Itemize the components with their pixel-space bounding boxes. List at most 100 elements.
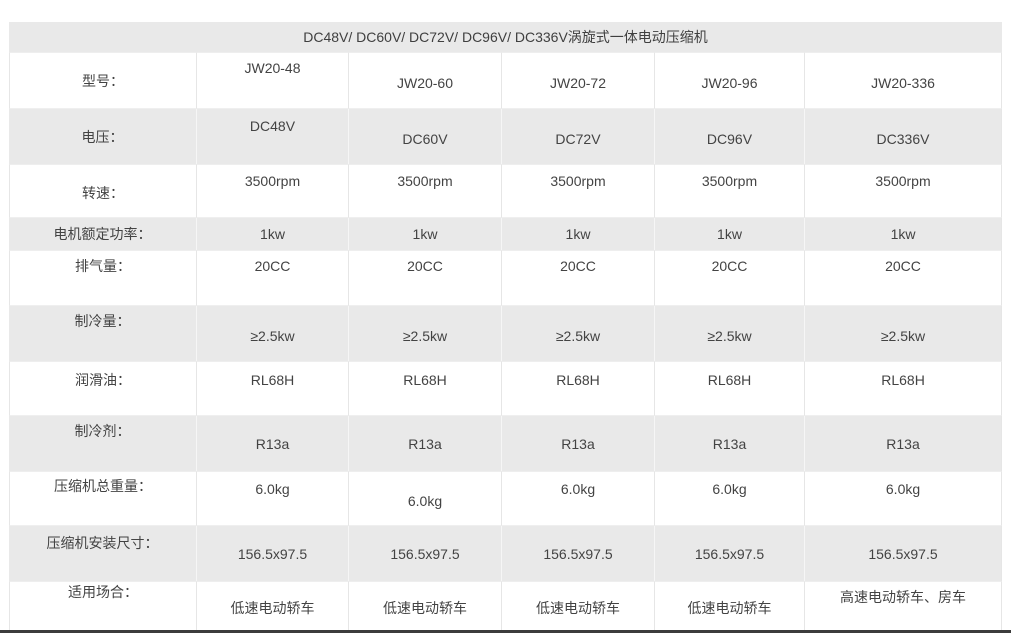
table-title-row: DC48V/ DC60V/ DC72V/ DC96V/ DC336V涡旋式一体电… <box>9 22 1003 52</box>
spec-value: R13a <box>886 435 920 452</box>
row-label: 型号： <box>82 72 124 89</box>
spec-value: ≥2.5kw <box>250 327 295 344</box>
spec-cell: 156.5x97.5 <box>655 526 805 581</box>
spec-cell: ≥2.5kw <box>349 306 502 361</box>
spec-cell: 低速电动轿车 <box>502 581 655 631</box>
row-label-cell: 转速： <box>9 164 197 218</box>
row-label-cell: 压缩机总重量： <box>9 471 197 526</box>
spec-value: JW20-60 <box>396 74 454 91</box>
spec-value: 20CC <box>560 258 596 274</box>
spec-cell: 3500rpm <box>197 164 349 218</box>
spec-cell: R13a <box>655 416 805 471</box>
spec-cell: 低速电动轿车 <box>349 581 502 631</box>
spec-value: DC60V <box>402 130 448 147</box>
spec-cell: 3500rpm <box>502 164 655 218</box>
row-label-cell: 压缩机安装尺寸： <box>9 526 197 581</box>
footer-bar <box>0 630 1011 633</box>
spec-value: DC48V <box>249 117 296 134</box>
spec-value: JW20-48 <box>244 59 301 76</box>
spec-value: DC336V <box>876 130 930 147</box>
spec-value: 低速电动轿车 <box>687 600 772 616</box>
spec-cell: 3500rpm <box>349 164 502 218</box>
spec-cell: ≥2.5kw <box>502 306 655 361</box>
spec-cell: DC60V <box>349 109 502 164</box>
row-label: 电机额定功率： <box>53 226 152 242</box>
row-label-cell: 电机额定功率： <box>9 218 197 250</box>
spec-value: ≥2.5kw <box>555 327 601 344</box>
spec-value: 3500rpm <box>875 173 931 189</box>
spec-cell: 6.0kg <box>197 471 349 526</box>
spec-value: RL68H <box>707 371 752 388</box>
spec-value: 低速电动轿车 <box>230 600 315 616</box>
spec-cell: DC336V <box>805 109 1003 164</box>
spec-cell: 156.5x97.5 <box>349 526 502 581</box>
spec-value: RL68H <box>250 371 295 388</box>
spec-value: 156.5x97.5 <box>868 545 938 562</box>
spec-cell: 1kw <box>502 218 655 250</box>
spec-value: 1kw <box>260 226 285 242</box>
spec-cell: JW20-336 <box>805 52 1003 109</box>
spec-value: 20CC <box>885 258 921 274</box>
spec-value: 低速电动轿车 <box>383 600 467 616</box>
table-row-displacement: 排气量： 20CC 20CC 20CC 20CC 20CC <box>9 250 1003 306</box>
spec-cell: 6.0kg <box>655 471 805 526</box>
spec-value: R13a <box>408 435 442 452</box>
spec-value: RL68H <box>881 371 925 388</box>
spec-cell: 3500rpm <box>655 164 805 218</box>
row-label: 压缩机安装尺寸： <box>46 534 159 551</box>
spec-cell: 3500rpm <box>805 164 1003 218</box>
spec-cell: R13a <box>502 416 655 471</box>
spec-cell: 20CC <box>502 250 655 306</box>
spec-cell: 1kw <box>655 218 805 250</box>
spec-cell: 6.0kg <box>349 471 502 526</box>
row-label: 电压： <box>81 128 124 145</box>
table-row-speed: 转速： 3500rpm 3500rpm 3500rpm 3500rpm 3500rpm <box>9 164 1003 218</box>
spec-cell: 156.5x97.5 <box>805 526 1003 581</box>
spec-value: ≥2.5kw <box>880 327 926 344</box>
spec-cell: 6.0kg <box>805 471 1003 526</box>
spec-value: 3500rpm <box>397 173 453 189</box>
spec-cell: 1kw <box>805 218 1003 250</box>
row-label-cell: 适用场合： <box>9 581 197 631</box>
spec-value: 6.0kg <box>407 492 443 509</box>
spec-cell: DC96V <box>655 109 805 164</box>
table-row-size: 压缩机安装尺寸： 156.5x97.5 156.5x97.5 156.5x97.5 15… <box>9 526 1003 581</box>
spec-cell: 20CC <box>349 250 502 306</box>
spec-value: 1kw <box>565 226 591 242</box>
spec-cell: JW20-48 <box>197 52 349 109</box>
table-row-application: 适用场合： 低速电动轿车 低速电动轿车 低速电动轿车 低速电动轿车 高速电动轿车、房车 <box>9 581 1003 631</box>
spec-value: R13a <box>712 435 747 452</box>
table-row-voltage: 电压： DC48V DC60V DC72V DC96V DC336V <box>9 109 1003 164</box>
spec-value: 6.0kg <box>560 480 596 497</box>
spec-cell: 1kw <box>197 218 349 250</box>
spec-cell: RL68H <box>655 361 805 416</box>
spec-value: 3500rpm <box>244 173 301 189</box>
spec-value: 3500rpm <box>550 173 606 189</box>
spec-cell: 高速电动轿车、房车 <box>805 581 1003 631</box>
spec-value: DC96V <box>706 130 753 147</box>
spec-value: 20CC <box>407 258 443 274</box>
row-label-cell: 排气量： <box>9 250 197 306</box>
spec-value: 1kw <box>717 226 742 242</box>
spec-cell: 低速电动轿车 <box>655 581 805 631</box>
spec-cell: 20CC <box>197 250 349 306</box>
spec-value: ≥2.5kw <box>707 327 752 344</box>
spec-value: DC72V <box>555 130 601 147</box>
spec-value: R13a <box>561 435 595 452</box>
spec-table: DC48V/ DC60V/ DC72V/ DC96V/ DC336V涡旋式一体电… <box>9 22 1003 631</box>
table-row-oil: 润滑油： RL68H RL68H RL68H RL68H RL68H <box>9 361 1003 416</box>
spec-value: 6.0kg <box>885 480 921 497</box>
spec-value: 156.5x97.5 <box>694 545 765 562</box>
spec-cell: DC72V <box>502 109 655 164</box>
row-label: 适用场合： <box>68 584 138 600</box>
spec-cell: ≥2.5kw <box>655 306 805 361</box>
spec-value: JW20-72 <box>549 74 607 91</box>
spec-cell: R13a <box>805 416 1003 471</box>
row-label-cell: 制冷量： <box>9 306 197 361</box>
spec-cell: 低速电动轿车 <box>197 581 349 631</box>
spec-value: 1kw <box>890 226 916 242</box>
spec-cell: RL68H <box>502 361 655 416</box>
spec-cell: ≥2.5kw <box>805 306 1003 361</box>
spec-value: 20CC <box>711 258 748 274</box>
